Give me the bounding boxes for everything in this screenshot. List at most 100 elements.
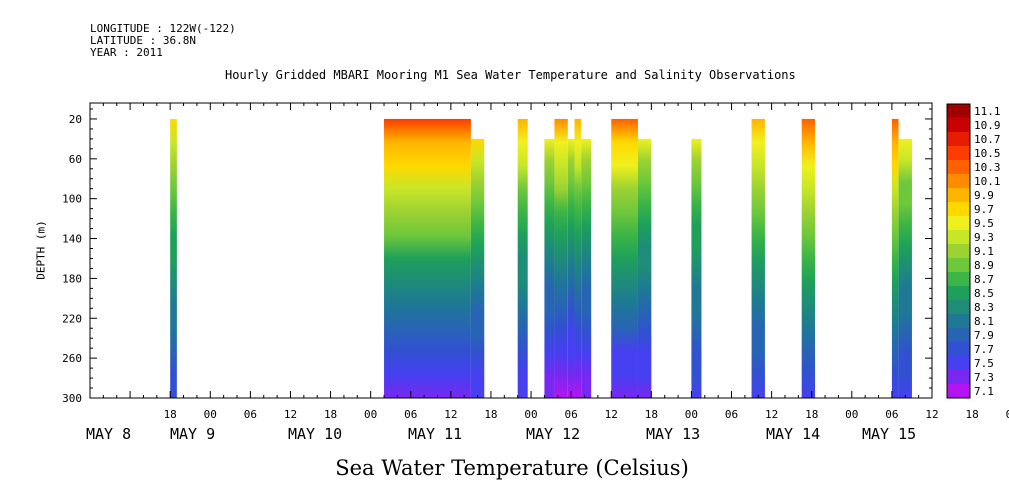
data-segment: [567, 138, 575, 399]
colorbar-swatch: [947, 230, 970, 245]
data-segment: [751, 118, 765, 398]
location-header: LONGITUDE : 122W(-122) LATITUDE : 36.8N …: [90, 23, 236, 59]
colorbar-label: 9.9: [974, 189, 994, 202]
colorbar-label: 10.9: [974, 119, 1001, 132]
x-day-label: MAY 13: [646, 425, 700, 443]
colorbar-label: 7.5: [974, 357, 994, 370]
x-hour-tick-label: 00: [1006, 408, 1009, 421]
colorbar-label: 9.5: [974, 217, 994, 230]
colorbar-label: 10.7: [974, 133, 1001, 146]
x-hour-tick-label: 00: [685, 408, 698, 421]
longitude-label: LONGITUDE : 122W(-122): [90, 22, 236, 35]
plot-frame: [89, 102, 933, 399]
colorbar-label: 11.1: [974, 105, 1001, 118]
colorbar-label: 8.9: [974, 259, 994, 272]
colorbar-swatch: [947, 384, 970, 399]
data-segment: [384, 118, 471, 398]
colorbar-swatch: [947, 174, 970, 189]
x-hour-tick-label: 18: [324, 408, 337, 421]
axes-layer: 18 00 06 12 18 00 06 12 18 00 06 12 18 00 06 12 18 00 06 12…: [62, 103, 1009, 443]
data-segment: [470, 138, 485, 399]
x-day-label: MAY 9: [170, 425, 215, 443]
x-hour-tick-label: 18: [645, 408, 658, 421]
colorbar-swatch: [947, 342, 970, 357]
x-hour-tick-label: 00: [524, 408, 537, 421]
x-hour-tick-label: 12: [765, 408, 778, 421]
data-segment: [898, 138, 912, 399]
data-segment: [544, 138, 555, 399]
x-day-label: MAY 10: [288, 425, 342, 443]
x-hour-tick-label: 12: [444, 408, 457, 421]
colorbar-label: 10.3: [974, 161, 1001, 174]
colorbar-label: 7.1: [974, 385, 994, 398]
y-tick-label: 20: [69, 113, 82, 126]
chart-title: Hourly Gridded MBARI Mooring M1 Sea Wate…: [225, 68, 796, 82]
colorbar-swatch: [947, 118, 970, 133]
latitude-label: LATITUDE : 36.8N: [90, 34, 196, 47]
x-hour-tick-label: 12: [605, 408, 618, 421]
colorbar-label: 9.3: [974, 231, 994, 244]
colorbar-label: 9.7: [974, 203, 994, 216]
colorbar-swatch: [947, 146, 970, 161]
y-tick-label: 180: [62, 272, 82, 285]
colorbar-label: 7.9: [974, 329, 994, 342]
colorbar-label: 10.5: [974, 147, 1001, 160]
colorbar-swatch: [947, 314, 970, 329]
colorbar-label: 8.7: [974, 273, 994, 286]
x-hour-tick-label: 18: [484, 408, 497, 421]
x-day-label: MAY 15: [862, 425, 916, 443]
x-day-label: MAY 14: [766, 425, 820, 443]
x-day-label: MAY 11: [408, 425, 462, 443]
colorbar-swatch: [947, 216, 970, 231]
data-segment: [637, 138, 652, 399]
colorbar-swatch: [947, 356, 970, 371]
colorbar-swatch: [947, 286, 970, 301]
colorbar-label: 8.3: [974, 301, 994, 314]
colorbar-label: 8.5: [974, 287, 994, 300]
colorbar-label: 10.1: [974, 175, 1001, 188]
y-tick-label: 60: [69, 153, 82, 166]
x-hour-tick-label: 18: [805, 408, 818, 421]
y-tick-label: 220: [62, 312, 82, 325]
x-hour-tick-label: 12: [284, 408, 297, 421]
x-hour-tick-label: 06: [885, 408, 898, 421]
y-tick-label: 100: [62, 193, 82, 206]
data-segment: [581, 138, 592, 399]
x-hour-tick-label: 18: [965, 408, 978, 421]
y-tick-label: 300: [62, 392, 82, 405]
colorbar-swatch: [947, 188, 970, 203]
data-segment: [611, 118, 638, 398]
x-hour-tick-label: 06: [244, 408, 257, 421]
x-hour-tick-label: 18: [164, 408, 177, 421]
colorbar-label: 9.1: [974, 245, 994, 258]
x-day-label: MAY 12: [526, 425, 580, 443]
data-segment: [170, 118, 177, 398]
colorbar-swatch: [947, 132, 970, 147]
data-segment: [691, 138, 702, 399]
colorbar-swatch: [947, 328, 970, 343]
x-hour-tick-label: 00: [204, 408, 217, 421]
colorbar-label: 7.3: [974, 371, 994, 384]
x-hour-tick-label: 06: [725, 408, 738, 421]
colorbar-label: 7.7: [974, 343, 994, 356]
data-segment: [801, 118, 816, 398]
x-hour-tick-label: 06: [404, 408, 417, 421]
colorbar-swatch: [947, 160, 970, 175]
colorbar-swatch: [947, 244, 970, 259]
data-segment: [891, 118, 899, 398]
data-segment: [517, 118, 528, 398]
colorbar-swatch: [947, 300, 970, 315]
colorbar-swatch: [947, 202, 970, 217]
x-hour-tick-label: 06: [565, 408, 578, 421]
colorbar-swatch: [947, 104, 970, 119]
x-day-label: MAY 8: [86, 425, 131, 443]
colorbar-swatch: [947, 272, 970, 287]
colorbar-label: 8.1: [974, 315, 994, 328]
colorbar-swatch: [947, 370, 970, 385]
colorbar-swatch: [947, 258, 970, 273]
x-axis-label: Sea Water Temperature (Celsius): [335, 456, 689, 480]
x-hour-tick-label: 00: [845, 408, 858, 421]
year-label: YEAR : 2011: [90, 46, 163, 59]
heatmap-data-layer: [170, 118, 912, 399]
